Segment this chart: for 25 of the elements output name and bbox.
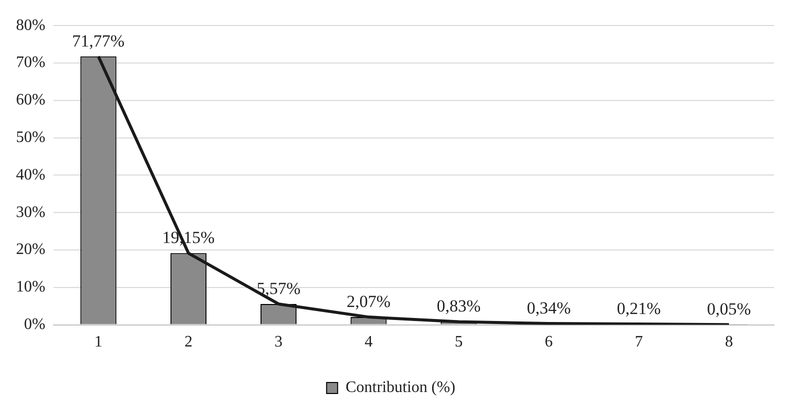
x-tick-label: 2 <box>184 334 192 351</box>
y-tick-label: 20% <box>16 241 46 258</box>
x-tick-label: 8 <box>724 334 733 351</box>
data-label: 71,77% <box>72 31 125 50</box>
x-tick-label: 1 <box>94 334 102 351</box>
data-label: 2,07% <box>346 292 391 312</box>
data-label: 0,21% <box>616 298 661 318</box>
y-tick-label: 10% <box>16 278 46 296</box>
data-label: 0,34% <box>526 298 571 318</box>
data-label: 0,83% <box>436 296 481 316</box>
x-tick-label: 7 <box>634 334 643 351</box>
y-tick-label: 0% <box>24 316 46 334</box>
data-label: 5,57% <box>256 278 300 298</box>
y-tick-label: 40% <box>16 166 46 184</box>
legend-label: Contribution (%) <box>346 379 456 396</box>
x-tick-label: 6 <box>544 334 553 351</box>
y-tick-label: 50% <box>16 129 46 146</box>
y-tick-label: 80% <box>16 16 46 34</box>
x-tick-label: 5 <box>454 334 463 351</box>
y-tick-label: 70% <box>16 54 46 72</box>
y-tick-label: 60% <box>16 92 46 109</box>
y-tick-label: 30% <box>16 204 46 221</box>
x-tick-label: 3 <box>274 334 283 351</box>
data-label: 0,05% <box>706 300 751 319</box>
x-tick-label: 4 <box>364 334 373 351</box>
